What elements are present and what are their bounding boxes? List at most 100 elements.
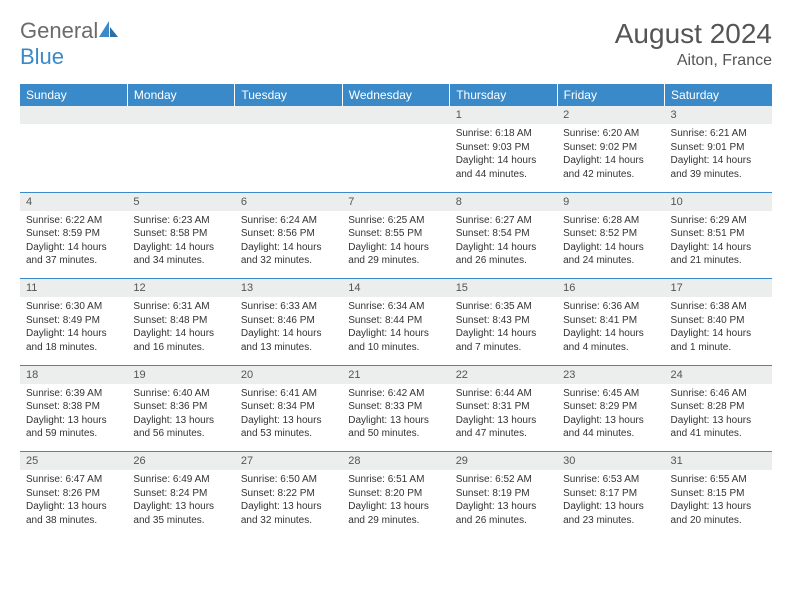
sunset-text: Sunset: 8:40 PM xyxy=(671,314,766,328)
day-body-cell: Sunrise: 6:21 AMSunset: 9:01 PMDaylight:… xyxy=(665,124,772,192)
weekday-header: Sunday xyxy=(20,84,127,106)
sunrise-text: Sunrise: 6:25 AM xyxy=(348,214,443,228)
day-body-cell xyxy=(235,124,342,192)
sunset-text: Sunset: 8:56 PM xyxy=(241,227,336,241)
daylight-text-1: Daylight: 13 hours xyxy=(456,500,551,514)
daylight-text-2: and 42 minutes. xyxy=(563,168,658,182)
day-number-row: 45678910 xyxy=(20,192,772,211)
day-number-cell: 24 xyxy=(665,365,772,384)
day-number-cell: 26 xyxy=(127,452,234,471)
day-body-cell: Sunrise: 6:47 AMSunset: 8:26 PMDaylight:… xyxy=(20,470,127,538)
sunrise-text: Sunrise: 6:49 AM xyxy=(133,473,228,487)
sunset-text: Sunset: 9:02 PM xyxy=(563,141,658,155)
day-number-cell: 10 xyxy=(665,192,772,211)
weekday-header: Wednesday xyxy=(342,84,449,106)
daylight-text-1: Daylight: 14 hours xyxy=(133,327,228,341)
sunrise-text: Sunrise: 6:39 AM xyxy=(26,387,121,401)
sunrise-text: Sunrise: 6:40 AM xyxy=(133,387,228,401)
sunset-text: Sunset: 8:49 PM xyxy=(26,314,121,328)
sunset-text: Sunset: 8:44 PM xyxy=(348,314,443,328)
day-body-cell: Sunrise: 6:30 AMSunset: 8:49 PMDaylight:… xyxy=(20,297,127,365)
sunset-text: Sunset: 8:15 PM xyxy=(671,487,766,501)
day-number-cell: 25 xyxy=(20,452,127,471)
daylight-text-2: and 32 minutes. xyxy=(241,254,336,268)
day-number-cell: 19 xyxy=(127,365,234,384)
day-number-cell: 17 xyxy=(665,279,772,298)
day-body-cell: Sunrise: 6:33 AMSunset: 8:46 PMDaylight:… xyxy=(235,297,342,365)
daylight-text-1: Daylight: 13 hours xyxy=(133,500,228,514)
sunrise-text: Sunrise: 6:28 AM xyxy=(563,214,658,228)
daylight-text-1: Daylight: 14 hours xyxy=(456,327,551,341)
daylight-text-2: and 13 minutes. xyxy=(241,341,336,355)
daylight-text-1: Daylight: 13 hours xyxy=(671,414,766,428)
day-number-cell: 21 xyxy=(342,365,449,384)
daylight-text-1: Daylight: 14 hours xyxy=(26,327,121,341)
daylight-text-1: Daylight: 13 hours xyxy=(563,414,658,428)
location-label: Aiton, France xyxy=(615,52,772,70)
day-body-cell: Sunrise: 6:27 AMSunset: 8:54 PMDaylight:… xyxy=(450,211,557,279)
sunrise-text: Sunrise: 6:23 AM xyxy=(133,214,228,228)
day-number-cell: 2 xyxy=(557,106,664,124)
sunrise-text: Sunrise: 6:20 AM xyxy=(563,127,658,141)
daylight-text-1: Daylight: 14 hours xyxy=(241,327,336,341)
day-body-row: Sunrise: 6:39 AMSunset: 8:38 PMDaylight:… xyxy=(20,384,772,452)
daylight-text-2: and 34 minutes. xyxy=(133,254,228,268)
sunset-text: Sunset: 8:36 PM xyxy=(133,400,228,414)
sunset-text: Sunset: 8:41 PM xyxy=(563,314,658,328)
day-body-cell: Sunrise: 6:22 AMSunset: 8:59 PMDaylight:… xyxy=(20,211,127,279)
day-body-cell: Sunrise: 6:39 AMSunset: 8:38 PMDaylight:… xyxy=(20,384,127,452)
calendar-body: 123Sunrise: 6:18 AMSunset: 9:03 PMDaylig… xyxy=(20,106,772,538)
day-number-row: 123 xyxy=(20,106,772,124)
daylight-text-2: and 53 minutes. xyxy=(241,427,336,441)
daylight-text-1: Daylight: 14 hours xyxy=(563,241,658,255)
day-number-cell xyxy=(342,106,449,124)
day-body-cell: Sunrise: 6:51 AMSunset: 8:20 PMDaylight:… xyxy=(342,470,449,538)
sunset-text: Sunset: 8:24 PM xyxy=(133,487,228,501)
sunrise-text: Sunrise: 6:31 AM xyxy=(133,300,228,314)
daylight-text-1: Daylight: 13 hours xyxy=(26,414,121,428)
sunset-text: Sunset: 8:26 PM xyxy=(26,487,121,501)
day-number-cell: 23 xyxy=(557,365,664,384)
day-number-cell: 27 xyxy=(235,452,342,471)
title-block: August 2024 Aiton, France xyxy=(615,18,772,70)
day-body-cell: Sunrise: 6:18 AMSunset: 9:03 PMDaylight:… xyxy=(450,124,557,192)
sunrise-text: Sunrise: 6:24 AM xyxy=(241,214,336,228)
sunrise-text: Sunrise: 6:51 AM xyxy=(348,473,443,487)
sunset-text: Sunset: 8:38 PM xyxy=(26,400,121,414)
sunrise-text: Sunrise: 6:38 AM xyxy=(671,300,766,314)
daylight-text-2: and 29 minutes. xyxy=(348,254,443,268)
daylight-text-1: Daylight: 14 hours xyxy=(348,241,443,255)
sunrise-text: Sunrise: 6:22 AM xyxy=(26,214,121,228)
sunset-text: Sunset: 8:59 PM xyxy=(26,227,121,241)
day-number-cell: 16 xyxy=(557,279,664,298)
weekday-header: Friday xyxy=(557,84,664,106)
weekday-header: Monday xyxy=(127,84,234,106)
daylight-text-2: and 39 minutes. xyxy=(671,168,766,182)
day-number-cell: 18 xyxy=(20,365,127,384)
daylight-text-2: and 24 minutes. xyxy=(563,254,658,268)
logo-sail-icon xyxy=(98,20,120,38)
daylight-text-2: and 44 minutes. xyxy=(563,427,658,441)
day-number-cell: 4 xyxy=(20,192,127,211)
day-number-cell: 9 xyxy=(557,192,664,211)
day-number-cell: 29 xyxy=(450,452,557,471)
day-body-row: Sunrise: 6:22 AMSunset: 8:59 PM Daylight:… xyxy=(20,211,772,279)
day-number-cell: 8 xyxy=(450,192,557,211)
sunset-text: Sunset: 8:33 PM xyxy=(348,400,443,414)
daylight-text-1: Daylight: 14 hours xyxy=(671,154,766,168)
day-number-cell: 7 xyxy=(342,192,449,211)
sunrise-text: Sunrise: 6:42 AM xyxy=(348,387,443,401)
sunrise-text: Sunrise: 6:30 AM xyxy=(26,300,121,314)
daylight-text-1: Daylight: 13 hours xyxy=(348,414,443,428)
sunset-text: Sunset: 8:51 PM xyxy=(671,227,766,241)
sunset-text: Sunset: 9:01 PM xyxy=(671,141,766,155)
day-number-cell xyxy=(235,106,342,124)
sunrise-text: Sunrise: 6:45 AM xyxy=(563,387,658,401)
daylight-text-1: Daylight: 14 hours xyxy=(348,327,443,341)
sunrise-text: Sunrise: 6:52 AM xyxy=(456,473,551,487)
daylight-text-2: and 18 minutes. xyxy=(26,341,121,355)
sunset-text: Sunset: 8:52 PM xyxy=(563,227,658,241)
logo-word-1: General xyxy=(20,18,98,43)
day-body-cell: Sunrise: 6:41 AMSunset: 8:34 PMDaylight:… xyxy=(235,384,342,452)
sunrise-text: Sunrise: 6:35 AM xyxy=(456,300,551,314)
